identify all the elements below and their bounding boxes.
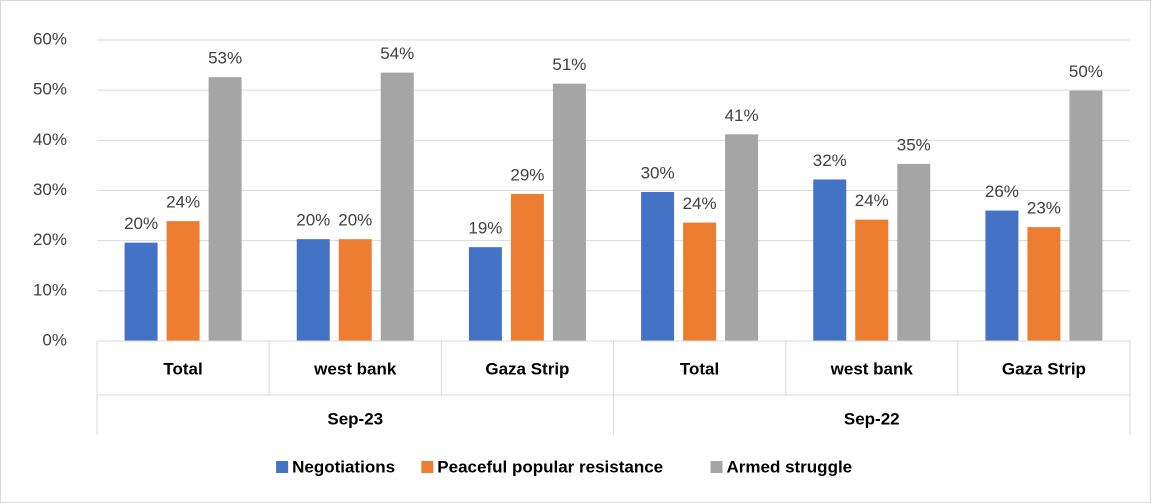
bar xyxy=(552,83,586,342)
y-tick-label: 0% xyxy=(42,330,67,349)
data-label: 24% xyxy=(855,191,889,210)
data-label: 20% xyxy=(296,211,330,230)
data-label: 53% xyxy=(208,49,242,68)
data-label: 23% xyxy=(1027,199,1061,218)
data-label: 35% xyxy=(897,135,931,154)
data-label: 50% xyxy=(1069,62,1103,81)
legend-label: Peaceful popular resistance xyxy=(437,457,663,476)
data-label: 24% xyxy=(683,194,717,213)
bar xyxy=(338,239,372,341)
bar xyxy=(855,219,889,341)
data-label: 29% xyxy=(510,165,544,184)
bar xyxy=(813,179,847,341)
data-label: 41% xyxy=(725,106,759,125)
y-tick-label: 40% xyxy=(33,130,67,149)
y-tick-label: 30% xyxy=(33,180,67,199)
x-tick-label: Gaza Strip xyxy=(485,359,569,378)
bar xyxy=(510,194,544,341)
bar xyxy=(124,242,158,341)
data-label: 20% xyxy=(124,214,158,233)
x-tick-label: Total xyxy=(163,359,202,378)
x-tick-label: west bank xyxy=(313,359,397,378)
bar xyxy=(641,192,675,341)
bar xyxy=(380,72,414,341)
bar xyxy=(1027,227,1061,341)
group-label: Sep-22 xyxy=(844,409,900,428)
x-tick-label: Total xyxy=(680,359,719,378)
data-label: 54% xyxy=(380,44,414,63)
data-label: 26% xyxy=(985,182,1019,201)
bar xyxy=(468,247,502,341)
bar xyxy=(208,77,242,341)
bar xyxy=(166,221,200,341)
data-label: 32% xyxy=(813,151,847,170)
y-tick-label: 50% xyxy=(33,80,67,99)
bar xyxy=(296,239,330,341)
bar xyxy=(1069,90,1103,341)
x-tick-label: west bank xyxy=(830,359,914,378)
data-label: 30% xyxy=(641,163,675,182)
bar xyxy=(683,222,717,341)
data-label: 19% xyxy=(468,219,502,238)
legend-swatch xyxy=(710,461,723,473)
data-label: 51% xyxy=(552,55,586,74)
bar xyxy=(725,134,759,341)
data-label: 24% xyxy=(166,193,200,212)
legend-swatch xyxy=(421,461,434,473)
legend-label: Negotiations xyxy=(292,457,395,476)
y-tick-label: 20% xyxy=(33,230,67,249)
y-tick-label: 60% xyxy=(33,29,67,48)
bar xyxy=(985,210,1019,341)
legend-label: Armed struggle xyxy=(727,457,853,476)
x-tick-label: Gaza Strip xyxy=(1002,359,1086,378)
legend-swatch xyxy=(276,461,289,473)
y-tick-label: 10% xyxy=(33,280,67,299)
group-label: Sep-23 xyxy=(327,409,383,428)
data-label: 20% xyxy=(338,211,372,230)
bar xyxy=(897,163,931,341)
